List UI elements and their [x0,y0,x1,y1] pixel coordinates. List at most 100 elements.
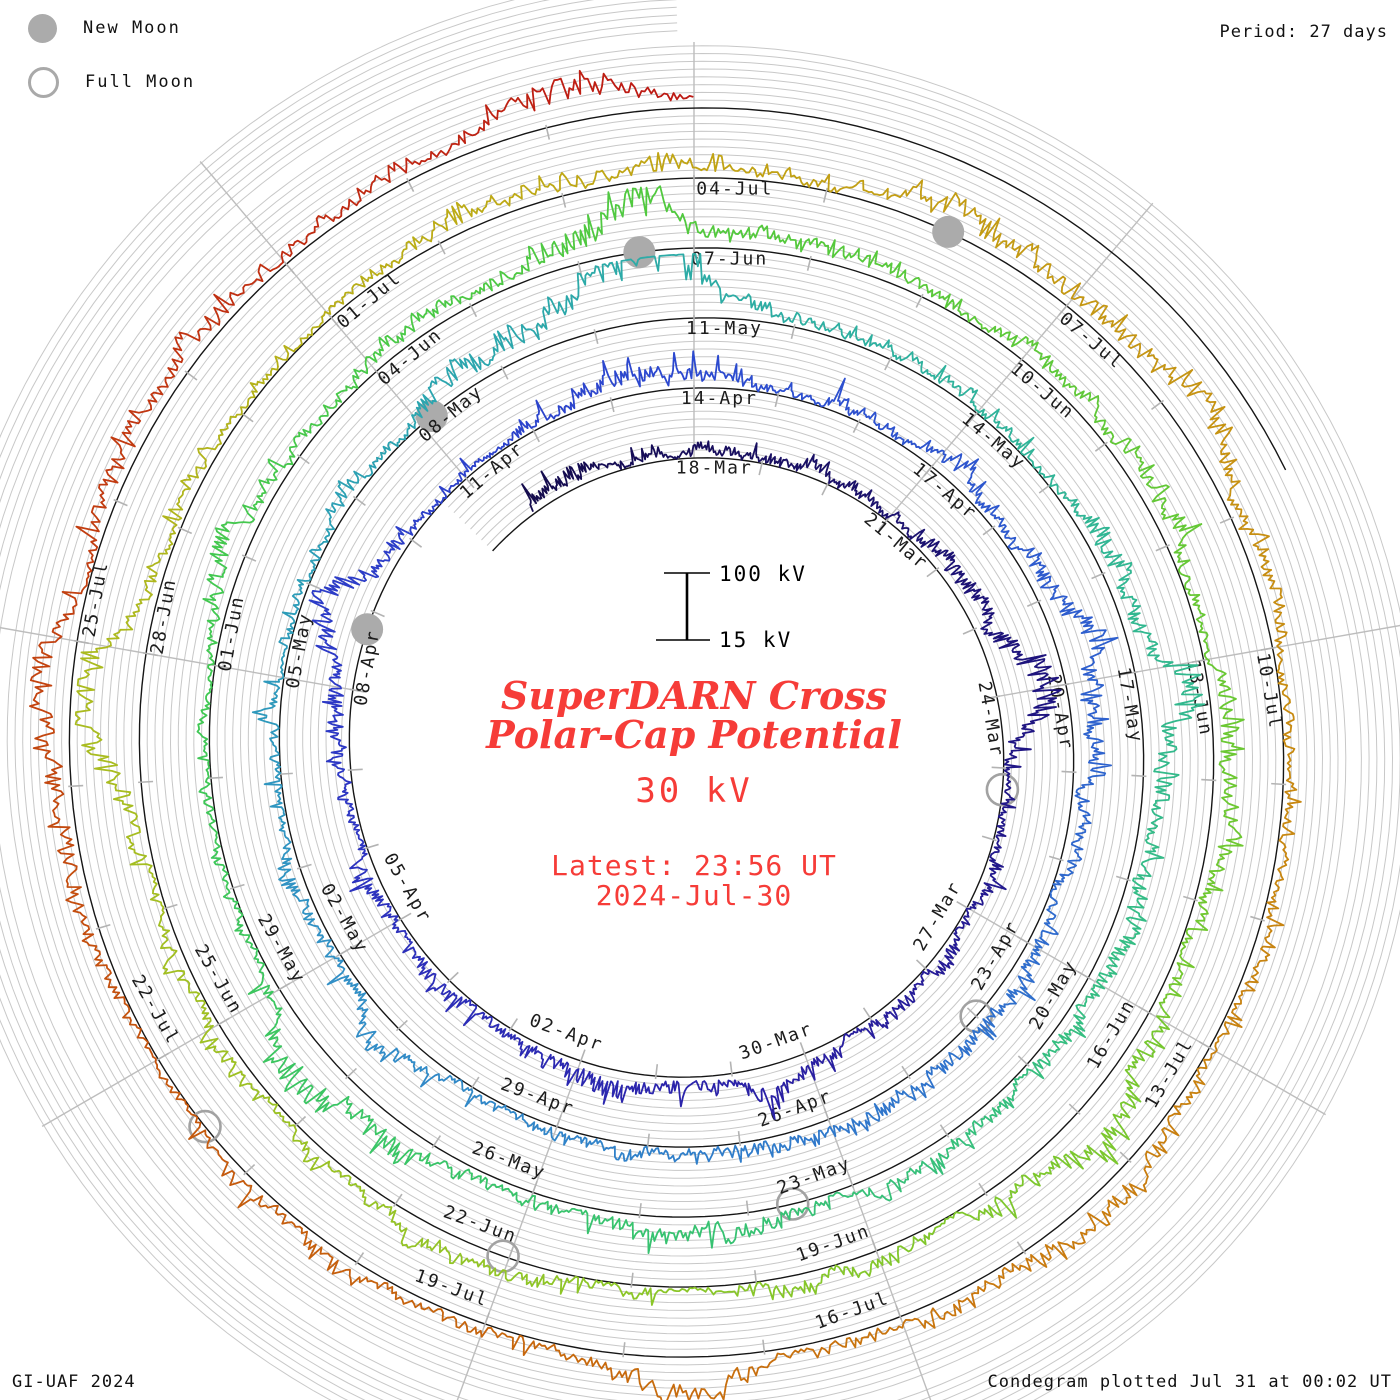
day-tick [138,780,154,784]
cpcp-trace-segment [431,478,463,512]
cpcp-trace-segment [1068,385,1112,436]
cpcp-trace-segment [1161,660,1206,717]
day-tick [68,784,84,788]
day-tick [229,883,245,890]
date-label: 16-Jul [812,1288,892,1334]
cpcp-trace-segment [197,669,213,728]
cpcp-trace-segment [277,214,336,268]
cpcp-trace-segment [732,363,776,393]
day-tick [354,1252,365,1266]
cpcp-trace-segment [1095,1165,1149,1227]
cpcp-trace-segment [655,446,692,460]
day-tick [852,418,861,433]
day-tick [1250,915,1265,922]
date-label: 23-Apr [967,917,1024,994]
cpcp-trace-segment [1248,914,1285,984]
cpcp-trace-segment [1070,814,1092,862]
cpcp-trace-segment [535,286,580,340]
day-tick [822,187,828,203]
cpcp-trace-segment [967,315,1029,348]
cpcp-trace-segment [1026,339,1071,388]
cpcp-trace-segment [939,1196,1003,1227]
cpcp-trace-segment [75,501,107,578]
day-tick [561,192,567,208]
latest-timestamp: Latest: 23:56 UT 2024-Jul-30 [0,850,1388,913]
day-tick [1053,683,1069,688]
day-tick [745,1200,750,1216]
day-tick [296,863,312,870]
cpcp-trace-segment [337,456,379,499]
day-tick [1016,1241,1027,1255]
plotted-timestamp: Condegram plotted Jul 31 at 00:02 UT [987,1372,1392,1392]
day-tick [981,835,997,842]
cpcp-trace-segment [1202,838,1244,898]
cpcp-trace-segment [1127,612,1164,663]
cpcp-trace-segment [1153,714,1193,773]
day-tick [729,1061,733,1077]
cpcp-trace-segment [1278,776,1302,849]
cpcp-trace-segment [262,999,288,1064]
day-tick [294,1115,307,1128]
day-tick [593,329,599,345]
current-value: 30 kV [635,770,753,811]
date-label: 16-Jun [1083,995,1140,1072]
day-tick [901,1065,911,1080]
cpcp-trace-segment [606,78,688,102]
cpcp-trace-segment [998,1061,1045,1109]
day-tick [352,495,366,507]
cpcp-trace-segment [122,1002,158,1070]
cpcp-trace-segment [158,915,186,981]
cpcp-trace-segment [980,616,1020,652]
cpcp-trace-segment [278,878,315,921]
cpcp-trace-segment [390,1220,450,1254]
credit-text: GI-UAF 2024 [12,1372,136,1392]
cpcp-trace-segment [744,1136,792,1158]
cpcp-trace-segment [552,169,621,193]
cpcp-trace-segment [626,1368,703,1400]
full-moon-icon [28,66,59,98]
cpcp-trace-segment [312,569,380,596]
day-tick [508,1018,519,1032]
day-tick [923,463,935,477]
cpcp-trace-segment [840,325,893,349]
cpcp-trace-segment [857,489,889,517]
day-tick [991,766,1007,770]
cpcp-trace-segment [277,826,293,881]
cpcp-trace-segment [98,431,136,504]
cpcp-trace-segment [379,1047,430,1076]
cpcp-trace-segment [789,1125,837,1147]
cpcp-trace-segment [506,1271,577,1295]
scale-min-label: 15 kV [719,628,792,652]
cpcp-trace-segment [916,528,954,557]
day-tick [545,124,551,140]
cpcp-trace-segment [408,295,462,333]
cpcp-trace-segment [1145,1103,1183,1169]
cpcp-trace-segment [1173,523,1203,596]
center-title-block: SuperDARN Cross Polar-Cap Potential 30 k… [0,673,1388,913]
day-tick [1151,399,1165,411]
cpcp-trace-segment [292,1135,346,1178]
cpcp-trace-segment [998,516,1035,552]
cpcp-trace-segment [112,789,141,856]
gridline-spiral [0,30,1362,1400]
cpcp-trace-segment [464,1094,517,1116]
cpcp-trace-segment [196,726,211,785]
day-tick [1061,770,1077,774]
cpcp-trace-segment [1073,978,1108,1032]
cpcp-trace-segment [748,224,810,253]
cpcp-trace-segment [823,1255,888,1279]
cpcp-trace-segment [1082,516,1123,567]
day-tick [774,392,780,408]
date-label: 20-May [1025,956,1082,1033]
cpcp-trace-segment [762,1273,826,1301]
cpcp-trace-segment [251,680,281,732]
cpcp-trace-segment [213,263,280,314]
day-tick [654,1064,659,1080]
chart-title-line1: SuperDARN Cross [500,673,888,718]
cpcp-trace-segment [1234,507,1272,571]
cpcp-trace-segment [1274,639,1291,710]
date-label: 14-Apr [681,388,758,409]
cpcp-trace-segment [315,644,343,691]
cpcp-trace-segment [198,783,218,841]
cpcp-trace-segment [346,814,367,855]
